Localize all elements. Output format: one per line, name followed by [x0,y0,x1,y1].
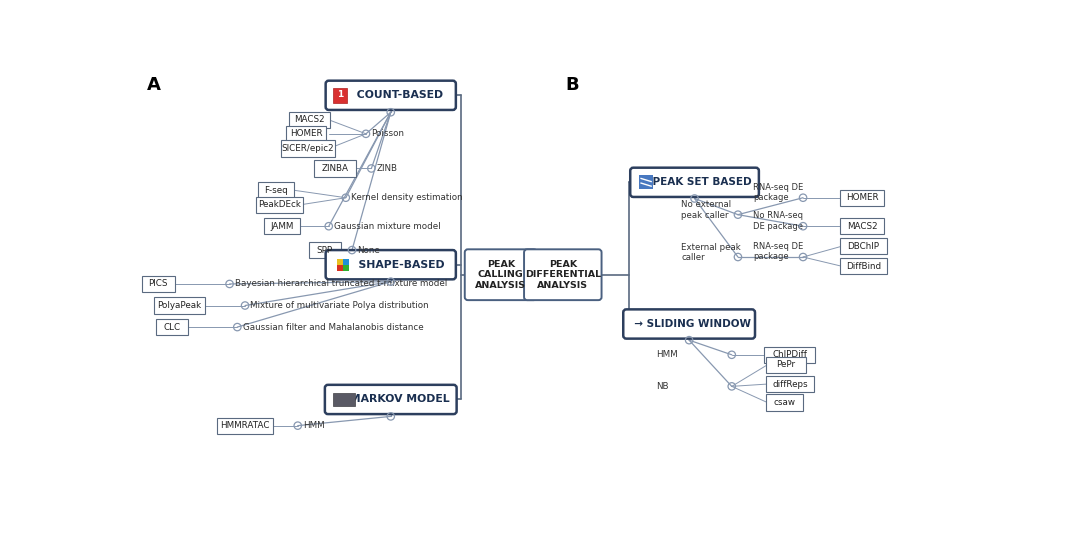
Bar [342,265,349,271]
Text: PEAK SET BASED: PEAK SET BASED [637,177,752,187]
FancyBboxPatch shape [309,242,341,258]
Text: SPP: SPP [316,245,333,255]
Text: ChIPDiff: ChIPDiff [772,350,808,359]
Bar [342,258,349,265]
Text: Gaussian mixture model: Gaussian mixture model [334,222,441,231]
FancyBboxPatch shape [840,190,883,206]
FancyBboxPatch shape [265,218,300,234]
Text: DiffBind: DiffBind [846,262,881,271]
Text: HMMRATAC: HMMRATAC [220,421,270,430]
FancyBboxPatch shape [766,376,814,392]
Text: Mixture of multivariate Polya distribution: Mixture of multivariate Polya distributi… [251,301,429,310]
Text: NB: NB [656,382,669,391]
Text: csaw: csaw [773,398,796,407]
FancyBboxPatch shape [141,276,175,292]
FancyBboxPatch shape [289,112,329,128]
FancyBboxPatch shape [217,418,273,434]
Text: Gaussian filter and Mahalanobis distance: Gaussian filter and Mahalanobis distance [243,323,423,332]
FancyBboxPatch shape [623,310,755,338]
Text: JAMM: JAMM [271,222,294,231]
Text: ZINB: ZINB [377,164,397,173]
FancyBboxPatch shape [333,393,355,406]
Text: HMM: HMM [656,350,677,359]
FancyBboxPatch shape [840,218,883,234]
Text: diffReps: diffReps [772,380,808,388]
Text: PolyaPeak: PolyaPeak [157,301,201,310]
FancyBboxPatch shape [840,258,887,274]
Bar [337,258,342,265]
Text: HMM: HMM [303,421,325,430]
Text: MACS2: MACS2 [847,222,877,231]
Text: CLC: CLC [164,323,180,332]
Text: ZINBA: ZINBA [322,164,349,173]
FancyBboxPatch shape [153,298,205,313]
Text: HOMER: HOMER [846,193,878,202]
Text: F-seq: F-seq [265,186,288,195]
Text: PICS: PICS [149,280,168,288]
Text: Bayesian hierarchical truncated t-mixture model: Bayesian hierarchical truncated t-mixtur… [235,280,447,288]
FancyBboxPatch shape [281,140,335,157]
FancyBboxPatch shape [326,250,456,279]
FancyBboxPatch shape [766,394,804,411]
FancyBboxPatch shape [286,126,326,142]
Text: DBChIP: DBChIP [848,242,879,251]
Text: MACS2: MACS2 [294,115,325,125]
Text: HOMER: HOMER [289,129,323,138]
FancyBboxPatch shape [156,319,189,335]
FancyBboxPatch shape [464,249,537,300]
Text: SICER/epic2: SICER/epic2 [282,144,334,153]
Text: MARKOV MODEL: MARKOV MODEL [332,394,450,404]
FancyBboxPatch shape [326,81,456,110]
FancyBboxPatch shape [631,168,759,197]
Text: RNA-seq DE
package: RNA-seq DE package [754,183,804,202]
FancyBboxPatch shape [638,175,653,189]
Text: Kernel density estimation: Kernel density estimation [351,193,463,202]
Text: No RNA-seq
DE package: No RNA-seq DE package [754,211,804,231]
FancyBboxPatch shape [524,249,602,300]
Text: PEAK
CALLING
ANALYSIS: PEAK CALLING ANALYSIS [475,260,526,289]
Text: PEAK
DIFFERENTIAL
ANALYSIS: PEAK DIFFERENTIAL ANALYSIS [525,260,600,289]
Text: PeakDEck: PeakDEck [258,200,300,209]
FancyBboxPatch shape [325,385,457,414]
FancyBboxPatch shape [314,160,356,177]
FancyBboxPatch shape [765,347,815,363]
FancyBboxPatch shape [333,88,348,103]
FancyBboxPatch shape [840,238,887,254]
Text: PePr: PePr [777,360,796,369]
FancyBboxPatch shape [256,196,302,213]
FancyBboxPatch shape [766,357,806,373]
Text: RNA-seq DE
package: RNA-seq DE package [754,242,804,261]
Text: External peak
caller: External peak caller [681,243,741,262]
Text: 1: 1 [337,90,343,99]
Text: → SLIDING WINDOW: → SLIDING WINDOW [627,319,751,329]
Text: Poisson: Poisson [372,129,404,138]
Bar [337,265,342,271]
Text: COUNT-BASED: COUNT-BASED [338,90,443,100]
FancyBboxPatch shape [258,182,294,198]
Text: B: B [565,76,579,94]
Text: No external
peak caller: No external peak caller [681,200,731,220]
Text: A: A [147,76,161,94]
Text: SHAPE-BASED: SHAPE-BASED [337,259,445,270]
Text: None: None [357,245,380,255]
